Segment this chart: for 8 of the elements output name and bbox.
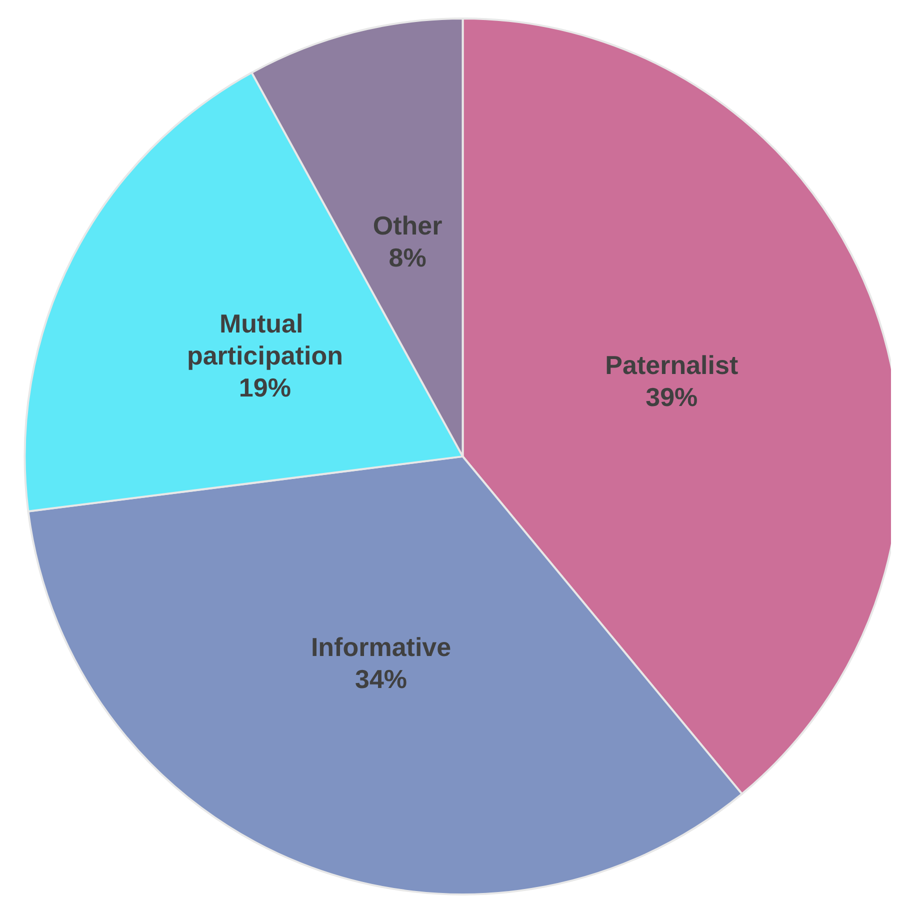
data-label: 19% (238, 372, 291, 403)
slice-label: Paternalist (605, 350, 738, 380)
data-label: 39% (646, 382, 698, 412)
slice-label: Mutual participation (186, 308, 343, 371)
slice-label: Other (372, 210, 442, 240)
slice-label: Informative (310, 632, 452, 662)
data-label: 34% (355, 664, 408, 694)
data-label: 8% (388, 242, 426, 272)
